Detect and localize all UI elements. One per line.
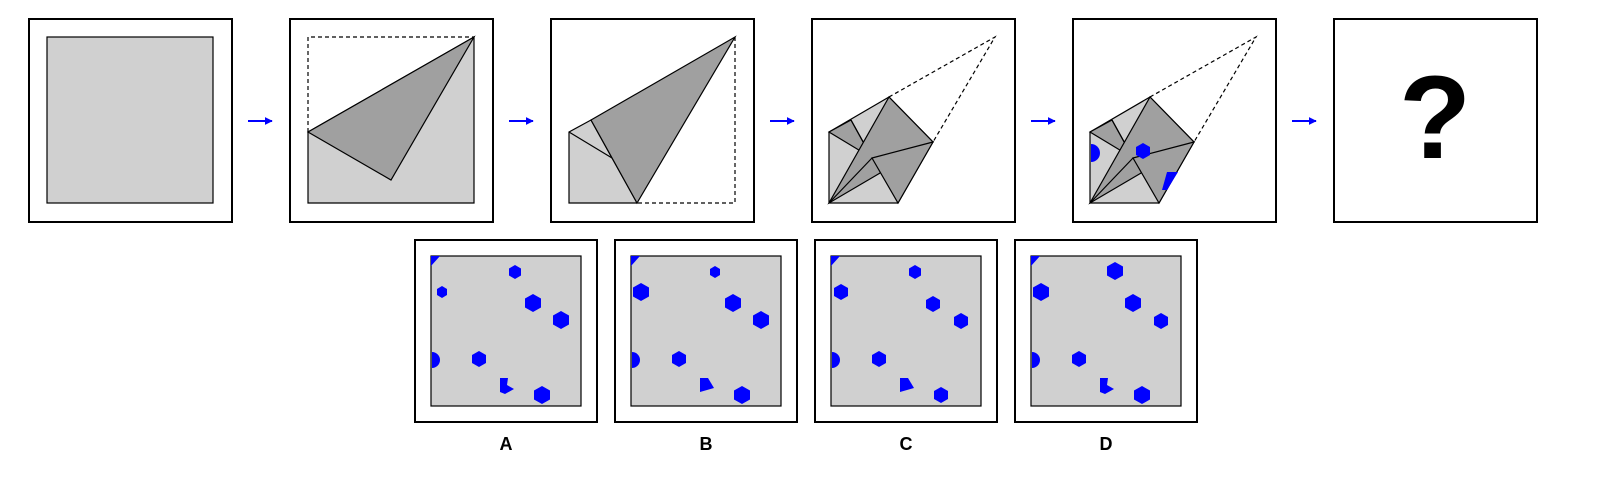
option-d[interactable] — [1014, 239, 1198, 423]
punch-half-circle — [1091, 144, 1100, 162]
option-c[interactable] — [814, 239, 998, 423]
step-5-punched — [1072, 18, 1277, 223]
option-b[interactable] — [614, 239, 798, 423]
step-1-unfolded-square — [28, 18, 233, 223]
step-3-second-fold — [550, 18, 755, 223]
step-6-answer-placeholder: ? — [1333, 18, 1538, 223]
step-4-third-fold — [811, 18, 1016, 223]
question-mark: ? — [1399, 52, 1471, 184]
option-label-c: C — [900, 434, 913, 454]
punch-hexagon — [1136, 143, 1150, 159]
punch-corner-shape — [1162, 172, 1178, 190]
option-label-b: B — [700, 434, 713, 454]
step-2-first-fold — [289, 18, 494, 223]
option-a[interactable] — [414, 239, 598, 423]
option-label-d: D — [1100, 434, 1113, 454]
option-label-a: A — [500, 434, 513, 454]
